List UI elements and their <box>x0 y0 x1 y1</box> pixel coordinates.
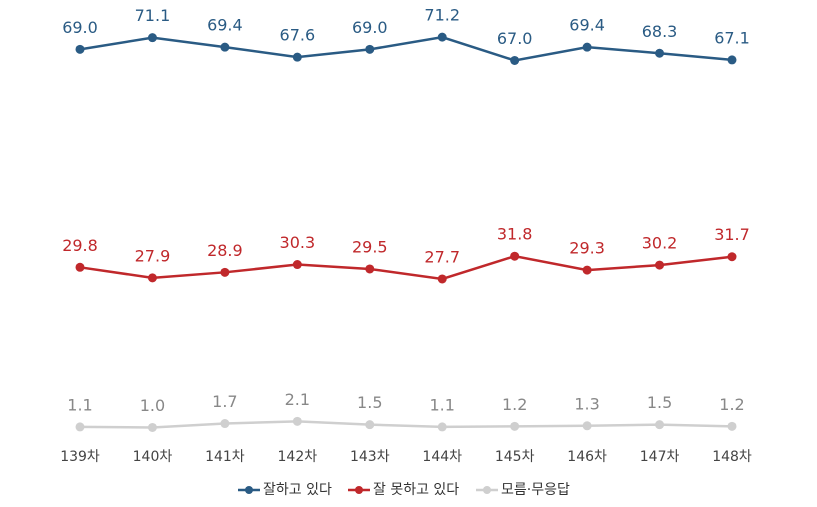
point <box>655 260 665 270</box>
point <box>220 419 230 429</box>
point <box>582 42 592 52</box>
value-label: 28.9 <box>207 241 243 260</box>
value-label: 67.0 <box>497 29 533 48</box>
point <box>147 422 157 432</box>
point <box>292 52 302 62</box>
point <box>727 55 737 65</box>
point <box>437 422 447 432</box>
point <box>582 265 592 275</box>
legend-marker <box>355 486 363 494</box>
value-label: 29.5 <box>352 237 388 256</box>
point <box>727 252 737 262</box>
value-label: 1.2 <box>502 395 527 414</box>
value-label: 30.2 <box>642 234 678 253</box>
point <box>147 33 157 43</box>
point <box>655 48 665 58</box>
series-line <box>79 254 733 281</box>
point <box>365 264 375 274</box>
point <box>75 422 85 432</box>
x-tick-label: 140차 <box>133 449 173 465</box>
series-line <box>79 35 733 62</box>
value-label: 1.5 <box>357 393 382 412</box>
value-label: 69.0 <box>352 18 388 37</box>
value-label: 31.8 <box>497 225 533 244</box>
x-tick-label: 144차 <box>422 449 462 465</box>
value-label: 71.2 <box>424 6 460 25</box>
point <box>147 273 157 283</box>
value-label: 1.5 <box>647 393 672 412</box>
point <box>510 251 520 261</box>
value-label: 68.3 <box>642 22 678 41</box>
value-label: 1.0 <box>140 396 165 415</box>
x-tick-label: 141차 <box>205 449 245 465</box>
legend-marker <box>483 486 491 494</box>
point <box>437 32 447 42</box>
value-label: 1.3 <box>574 394 599 413</box>
value-label: 71.1 <box>135 6 171 25</box>
value-label: 30.3 <box>280 233 316 252</box>
point <box>220 42 230 52</box>
x-tick-label: 148차 <box>712 449 752 465</box>
value-label: 67.1 <box>714 28 750 47</box>
point <box>365 420 375 430</box>
value-label: 2.1 <box>285 390 310 409</box>
x-tick-label: 142차 <box>278 449 318 465</box>
value-label: 29.3 <box>569 239 605 258</box>
series-line <box>79 420 733 429</box>
legend-label: 모름·무응답 <box>501 482 570 498</box>
point <box>292 416 302 426</box>
value-label: 69.0 <box>62 18 98 37</box>
legend-label: 잘하고 있다 <box>263 482 332 498</box>
x-tick-label: 146차 <box>567 449 607 465</box>
point <box>75 262 85 272</box>
value-label: 69.4 <box>207 16 243 35</box>
value-label: 27.9 <box>135 246 171 265</box>
point <box>727 421 737 431</box>
point <box>292 260 302 270</box>
value-label: 27.7 <box>424 247 460 266</box>
value-label: 1.1 <box>429 395 454 414</box>
value-label: 1.7 <box>212 392 237 411</box>
point <box>437 274 447 284</box>
point <box>510 55 520 65</box>
legend-label: 잘 못하고 있다 <box>373 482 459 498</box>
value-label: 29.8 <box>62 236 98 255</box>
x-tick-label: 143차 <box>350 449 390 465</box>
point <box>582 421 592 431</box>
point <box>510 421 520 431</box>
point <box>655 420 665 430</box>
value-label: 1.1 <box>67 395 92 414</box>
value-label: 67.6 <box>280 26 316 45</box>
value-label: 1.2 <box>719 395 744 414</box>
point <box>220 267 230 277</box>
point <box>75 44 85 54</box>
x-tick-label: 147차 <box>640 449 680 465</box>
point <box>365 44 375 54</box>
x-tick-label: 145차 <box>495 449 535 465</box>
legend-marker <box>245 486 253 494</box>
x-tick-label: 139차 <box>60 449 100 465</box>
value-label: 69.4 <box>569 16 605 35</box>
value-label: 31.7 <box>714 225 750 244</box>
